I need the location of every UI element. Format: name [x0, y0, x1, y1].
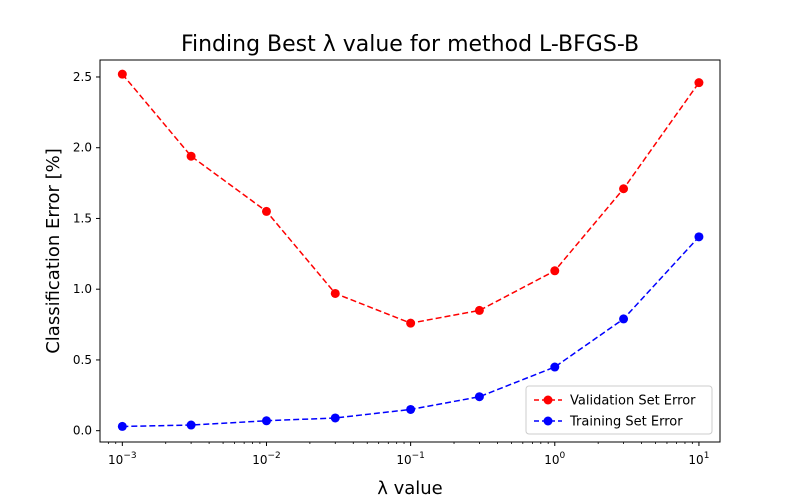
series-line-0 [121, 73, 700, 324]
x-tick-label: 10−1 [396, 451, 425, 467]
data-point-0 [694, 78, 704, 88]
x-tick-label: 10−3 [108, 451, 137, 467]
legend-label-0: Validation Set Error [570, 394, 696, 409]
legend: Validation Set Error Training Set Error [525, 385, 713, 435]
x-axis-label: λ value [377, 478, 443, 498]
x-tick-label: 10−2 [252, 451, 281, 467]
data-point-1 [474, 392, 484, 402]
data-point-0 [330, 288, 340, 298]
y-tick-label: 1.0 [73, 282, 92, 296]
data-point-0 [261, 206, 271, 216]
plot-frame [99, 59, 721, 443]
y-tick-label: 1.5 [73, 211, 92, 225]
data-point-0 [186, 151, 196, 161]
data-point-0 [619, 184, 629, 194]
data-point-1 [694, 232, 704, 242]
data-point-0 [406, 318, 416, 328]
y-axis-label: Classification Error [%] [43, 148, 64, 354]
data-point-0 [550, 266, 560, 276]
legend-marker-0 [543, 395, 553, 405]
data-point-1 [186, 420, 196, 430]
y-tick-label: 2.5 [73, 70, 92, 84]
y-tick-label: 0.0 [73, 424, 92, 438]
x-tick-label: 101 [688, 451, 709, 467]
legend-box [525, 385, 713, 435]
data-point-1 [550, 362, 560, 372]
data-point-1 [330, 413, 340, 423]
y-tick-label: 0.5 [73, 353, 92, 367]
data-point-1 [406, 404, 416, 414]
legend-label-1: Training Set Error [569, 415, 683, 430]
data-point-1 [117, 421, 127, 431]
y-tick-label: 2.0 [73, 141, 92, 155]
chart-title: Finding Best λ value for method L-BFGS-B [181, 32, 639, 57]
data-point-1 [261, 416, 271, 426]
data-point-1 [619, 314, 629, 324]
legend-marker-1 [543, 416, 553, 426]
x-tick-label: 100 [544, 451, 565, 467]
data-point-0 [117, 69, 127, 79]
data-point-0 [474, 305, 484, 315]
